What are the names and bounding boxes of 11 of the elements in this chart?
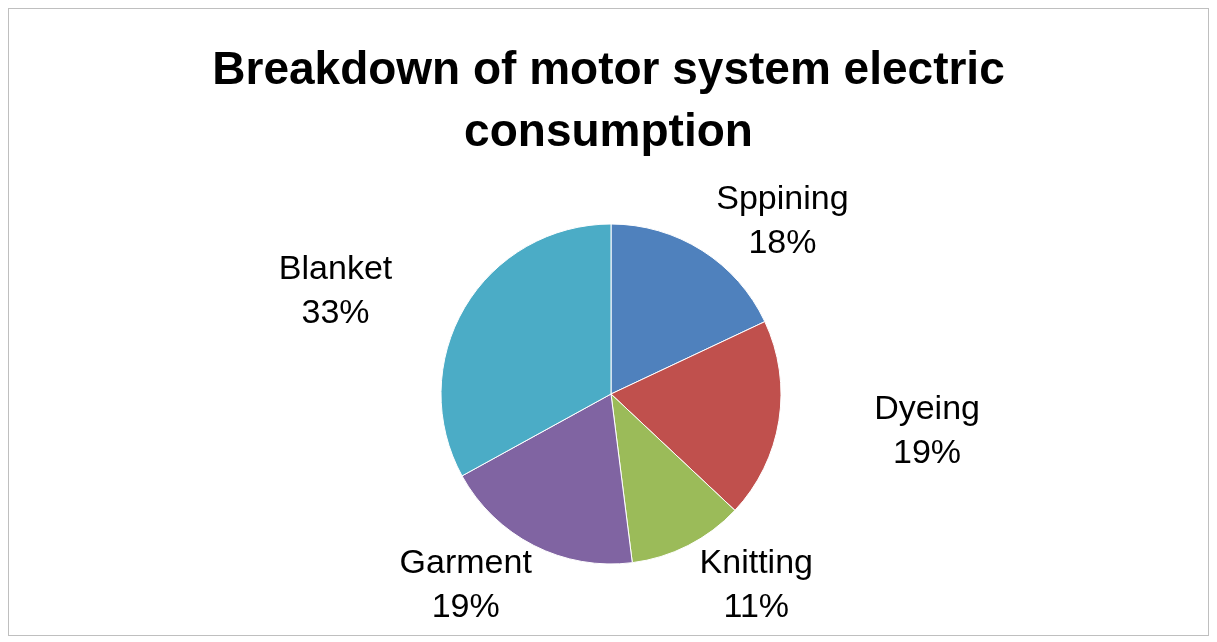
data-label: 11% — [723, 586, 790, 625]
data-label: 33% — [301, 292, 370, 331]
slice-label: Sppining — [716, 177, 849, 216]
data-label: 19% — [431, 586, 500, 625]
slice-label: Garment — [399, 542, 533, 581]
data-label: 18% — [748, 221, 817, 260]
chart-title: Breakdown of motor system electric consumption — [211, 41, 1006, 156]
slice-label: Knitting — [699, 542, 813, 581]
data-label: 19% — [893, 431, 962, 470]
slice-label: Dyeing — [874, 387, 980, 426]
slice-label: Blanket — [278, 248, 393, 287]
